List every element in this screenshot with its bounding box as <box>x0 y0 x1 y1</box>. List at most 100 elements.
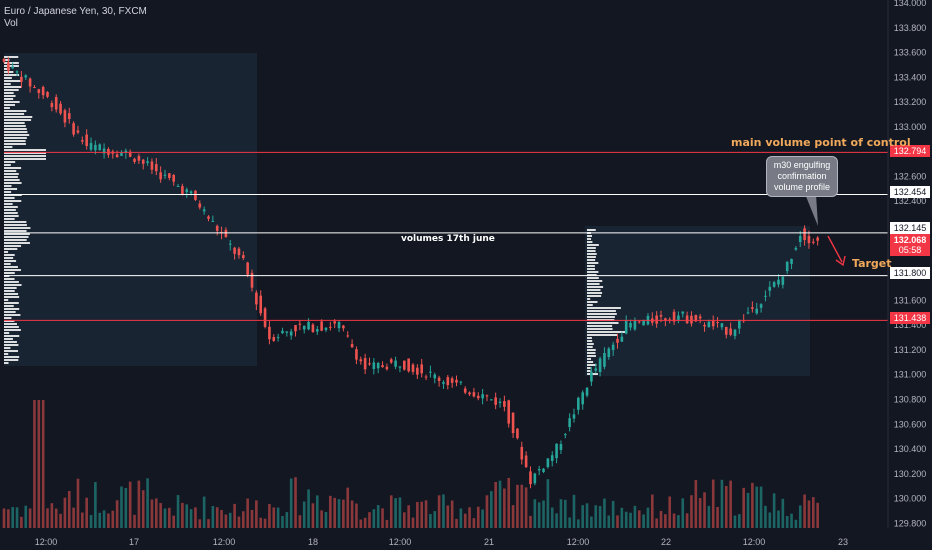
volume-bar <box>816 502 819 528</box>
volume-bar <box>237 516 241 528</box>
candle-body <box>594 368 598 371</box>
volume-bar <box>803 494 806 528</box>
candle-body <box>624 320 628 334</box>
volume-bar <box>703 492 706 528</box>
volume-bar <box>798 505 802 528</box>
candle-body <box>690 315 693 324</box>
candle-body <box>746 312 750 314</box>
profile-bar <box>4 281 19 283</box>
profile-bar <box>587 247 596 249</box>
profile-bar <box>4 344 19 346</box>
volume-bar <box>411 517 415 528</box>
profile-bar <box>4 278 15 280</box>
candle-body <box>255 292 258 305</box>
candle-body <box>250 272 254 288</box>
time-tick-label: 22 <box>661 537 671 547</box>
candle-body <box>359 359 363 362</box>
profile-bar <box>4 92 14 94</box>
volume-bar <box>246 498 249 528</box>
profile-bar <box>4 164 11 166</box>
volume-bar <box>481 509 484 528</box>
volume-bar <box>720 479 724 528</box>
volume-bar <box>76 478 80 528</box>
candle-body <box>677 315 680 320</box>
volume-bar <box>511 505 515 528</box>
volume-bar <box>59 513 62 528</box>
candle-body <box>511 412 515 434</box>
candle-body <box>629 322 632 328</box>
volume-bar <box>581 505 584 528</box>
candle-body <box>450 378 454 383</box>
candle-body <box>320 321 323 331</box>
volume-bar <box>342 499 345 528</box>
candle-body <box>224 229 228 238</box>
volume-bar <box>594 505 598 528</box>
candle-body <box>176 185 180 187</box>
price-tick-label: 133.400 <box>894 72 927 82</box>
time-axis[interactable]: 12:00 17 12:00 18 12:00 21 12:00 22 12:00 23 <box>35 537 848 547</box>
volume-bar <box>185 504 189 528</box>
profile-bar <box>4 257 14 259</box>
volume-bar <box>455 518 458 528</box>
candle-body <box>498 401 502 403</box>
price-tick-label: 129.800 <box>894 518 927 528</box>
candle-body <box>729 328 732 335</box>
volume-bar <box>711 479 715 528</box>
candle-body <box>798 235 802 242</box>
candle-body <box>759 304 763 308</box>
profile-bar <box>4 311 16 313</box>
volume-bar <box>250 510 254 528</box>
profile-bar <box>4 134 30 136</box>
candle-body <box>385 366 389 370</box>
profile-bar <box>4 104 16 106</box>
horizontal-levels[interactable] <box>4 151 888 321</box>
volume-bar <box>28 508 32 528</box>
svg-text:132.145: 132.145 <box>894 223 927 233</box>
profile-bar <box>587 370 591 372</box>
profile-bar <box>4 158 46 160</box>
price-tick-label: 131.000 <box>894 370 927 380</box>
profile-bar <box>4 131 28 133</box>
time-tick-label: 12:00 <box>743 537 766 547</box>
candle-body <box>550 455 554 461</box>
candle-body <box>394 360 397 367</box>
profile-bar <box>4 188 18 190</box>
volume-bar <box>620 507 624 528</box>
candle-body <box>655 315 658 324</box>
candle-body <box>294 325 297 332</box>
price-tick-label: 130.800 <box>894 394 927 404</box>
volume-profile-left <box>4 56 46 364</box>
volume-bar <box>54 508 58 528</box>
price-tick-label: 132.400 <box>894 196 927 206</box>
volume-bar <box>242 511 245 528</box>
volume-bar <box>811 497 815 528</box>
candle-body <box>329 326 332 328</box>
price-tick-label: 133.800 <box>894 23 927 33</box>
volume-bar <box>228 512 232 528</box>
candle-body <box>159 172 162 180</box>
volume-bar <box>490 491 493 528</box>
candle-body <box>455 379 458 383</box>
profile-bar <box>587 262 599 264</box>
candle-body <box>738 319 741 329</box>
volume-bar <box>633 505 637 528</box>
volume-bar <box>376 505 380 528</box>
volume-bar <box>11 507 15 528</box>
candle-body <box>485 395 489 397</box>
volume-bar <box>759 486 763 528</box>
volume-bar <box>585 503 589 528</box>
profile-bar <box>4 170 17 172</box>
profile-bar <box>4 254 15 256</box>
price-tick-label: 130.200 <box>894 469 927 479</box>
profile-bar <box>4 143 26 145</box>
volume-bar <box>350 500 354 528</box>
profile-bar <box>4 314 21 316</box>
volume-bar <box>298 515 302 528</box>
candle-body <box>794 247 798 250</box>
volume-bar <box>154 498 158 528</box>
candle-body <box>54 97 58 110</box>
profile-bar <box>4 173 19 175</box>
volume-bar <box>416 501 419 528</box>
candle-body <box>581 392 584 405</box>
